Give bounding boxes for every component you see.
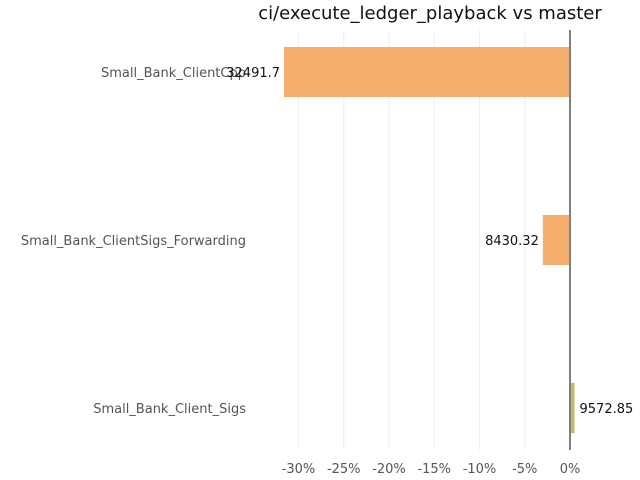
x-tick-label: -25% — [327, 462, 361, 477]
bar — [284, 47, 570, 97]
value-labels: 32491.7 8430.32 9572.85 — [226, 66, 633, 417]
x-tick-labels: -30% -25% -20% -15% -10% -5% 0% — [282, 462, 581, 477]
category-labels: Small_Bank_ClientCpp Small_Bank_ClientSig… — [21, 66, 246, 417]
bar — [542, 215, 570, 265]
chart-title: ci/execute_ledger_playback vs master — [258, 3, 602, 24]
category-label: Small_Bank_ClientSigs_Forwarding — [21, 234, 246, 249]
category-label: Small_Bank_ClientCpp — [101, 66, 246, 81]
data-label: 8430.32 — [485, 234, 539, 249]
x-tick-label: -15% — [417, 462, 451, 477]
bar — [570, 383, 575, 433]
x-tick-label: -30% — [282, 462, 316, 477]
x-tick-label: 0% — [560, 462, 581, 477]
x-tick-label: -5% — [512, 462, 537, 477]
category-label: Small_Bank_Client_Sigs — [93, 402, 246, 417]
x-tick-label: -10% — [463, 462, 497, 477]
x-tick-label: -20% — [372, 462, 406, 477]
data-label: 32491.7 — [226, 66, 280, 81]
bars — [284, 47, 575, 433]
grid-lines — [298, 30, 526, 450]
data-label: 9572.85 — [580, 402, 634, 417]
